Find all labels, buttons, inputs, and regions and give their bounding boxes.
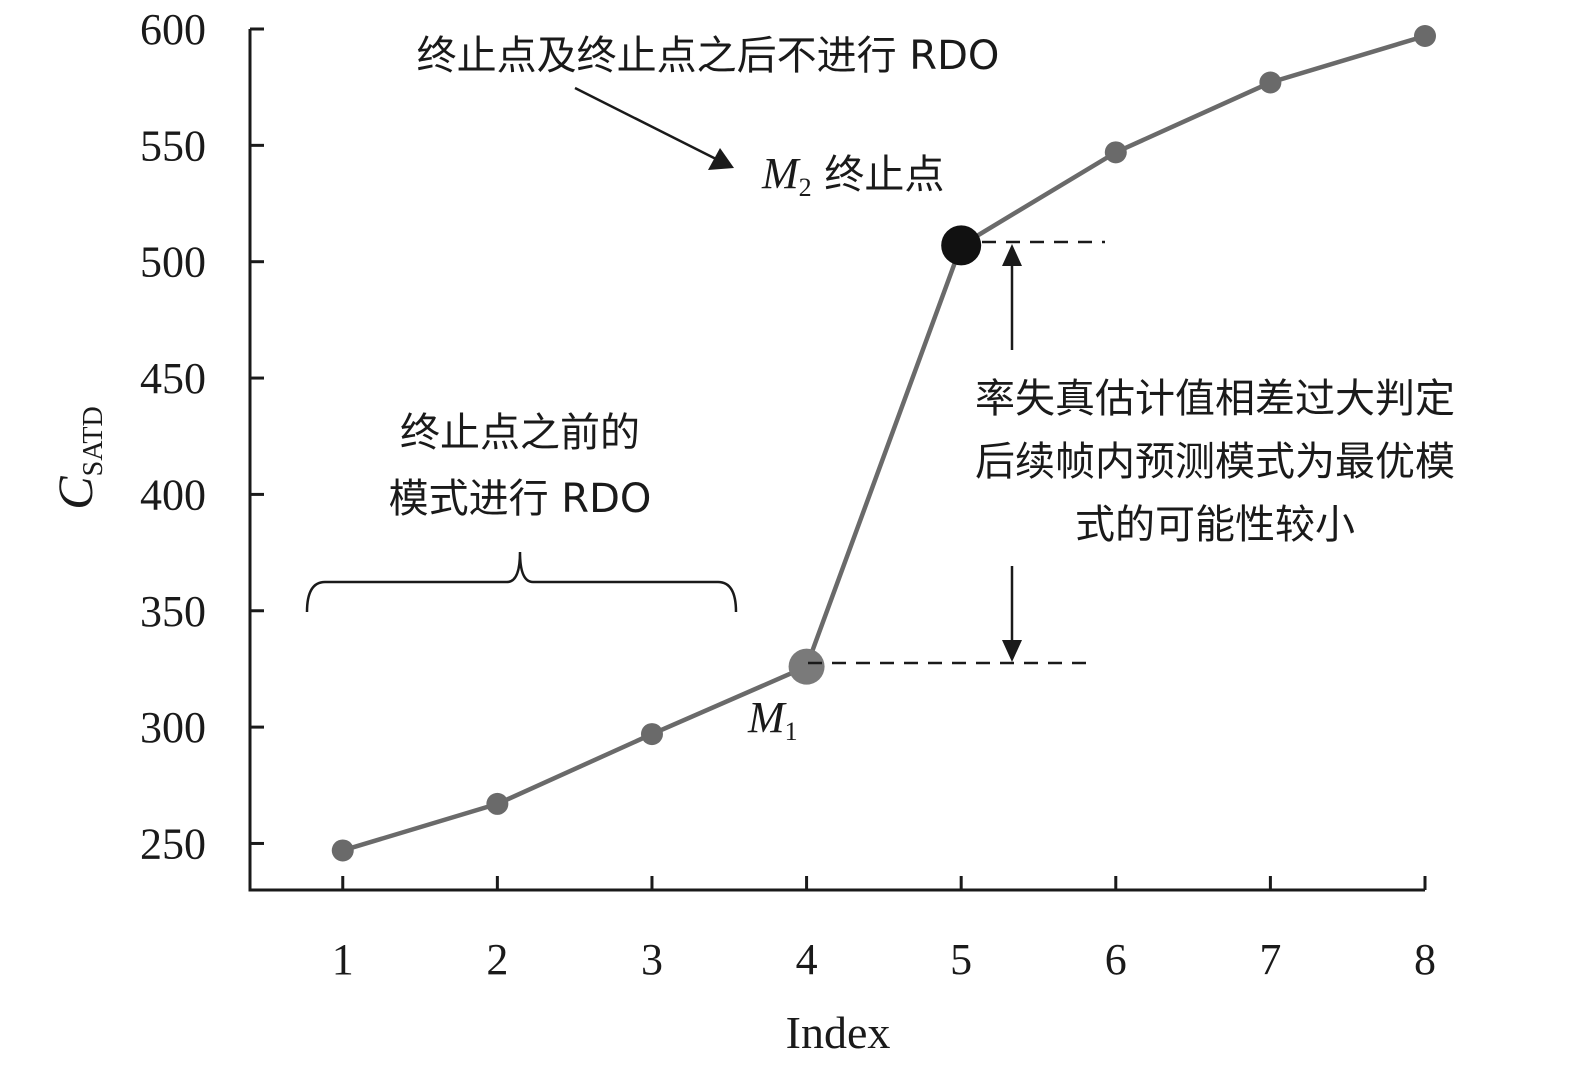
data-point xyxy=(640,723,663,746)
x-tick-label: 1 xyxy=(332,935,354,984)
y-axis-title-sub: SATD xyxy=(78,406,109,476)
y-tick-label: 250 xyxy=(140,819,206,868)
data-point xyxy=(1259,71,1282,94)
m2-label-main: M xyxy=(761,149,801,198)
data-point xyxy=(1104,141,1127,164)
annotations: 终止点及终止点之后不进行 RDO M2 终止点 M1 终止点之前的 模式进行 R… xyxy=(305,33,1455,746)
annotation-top-arrowhead xyxy=(708,148,734,170)
y-tick-label: 350 xyxy=(140,587,206,636)
data-point xyxy=(331,839,354,862)
y-axis-title: CSATD xyxy=(47,406,109,509)
y-tick-label: 500 xyxy=(140,238,206,287)
y-tick-label: 600 xyxy=(140,5,206,54)
annotation-left-brace xyxy=(305,551,738,613)
annotation-top-arrow xyxy=(574,86,719,162)
annotation-left-line2: 模式进行 RDO xyxy=(389,476,652,522)
annotation-left-line1: 终止点之前的 xyxy=(400,410,640,456)
x-axis-ticks: 1 2 3 4 5 6 7 8 xyxy=(332,876,1436,984)
m1-label-main: M xyxy=(747,693,787,742)
lower-arrowhead xyxy=(1002,640,1022,662)
data-point xyxy=(1414,24,1436,47)
series-points xyxy=(331,24,1436,862)
x-tick-label: 4 xyxy=(796,935,818,984)
x-axis-title: Index xyxy=(786,1007,891,1058)
series-line xyxy=(342,33,1426,853)
y-tick-label: 300 xyxy=(140,703,206,752)
svg-text:CSATD: CSATD xyxy=(47,406,109,509)
annotation-right-line1: 率失真估计值相差过大判定 xyxy=(975,376,1455,422)
axes xyxy=(248,29,1425,892)
y-tick-label: 450 xyxy=(140,354,206,403)
x-tick-label: 8 xyxy=(1414,935,1436,984)
annotation-right-line2: 后续帧内预测模式为最优模 xyxy=(975,439,1455,485)
x-tick-label: 3 xyxy=(641,935,663,984)
m2-label-suffix: 终止点 xyxy=(812,152,945,198)
upper-arrowhead xyxy=(1002,244,1022,266)
annotation-top-text: 终止点及终止点之后不进行 RDO xyxy=(417,33,1000,79)
data-point-m1 xyxy=(788,648,825,685)
y-axis-title-main: C xyxy=(47,476,103,510)
m1-label-sub: 1 xyxy=(785,717,798,746)
annotation-right-line3: 式的可能性较小 xyxy=(1075,502,1355,548)
y-tick-label: 550 xyxy=(140,121,206,170)
data-point xyxy=(486,792,509,815)
y-axis-ticks: 250 300 350 400 450 500 550 600 xyxy=(140,5,264,868)
axis-frame xyxy=(248,29,1425,892)
m1-label: M1 xyxy=(747,693,798,746)
m2-label: M2 终止点 xyxy=(761,149,944,202)
x-tick-label: 5 xyxy=(950,935,972,984)
data-point-m2 xyxy=(941,225,982,266)
x-tick-label: 6 xyxy=(1105,935,1127,984)
x-tick-label: 2 xyxy=(486,935,508,984)
y-tick-label: 400 xyxy=(140,470,206,519)
m2-label-sub: 2 xyxy=(799,173,812,202)
x-tick-label: 7 xyxy=(1259,935,1281,984)
